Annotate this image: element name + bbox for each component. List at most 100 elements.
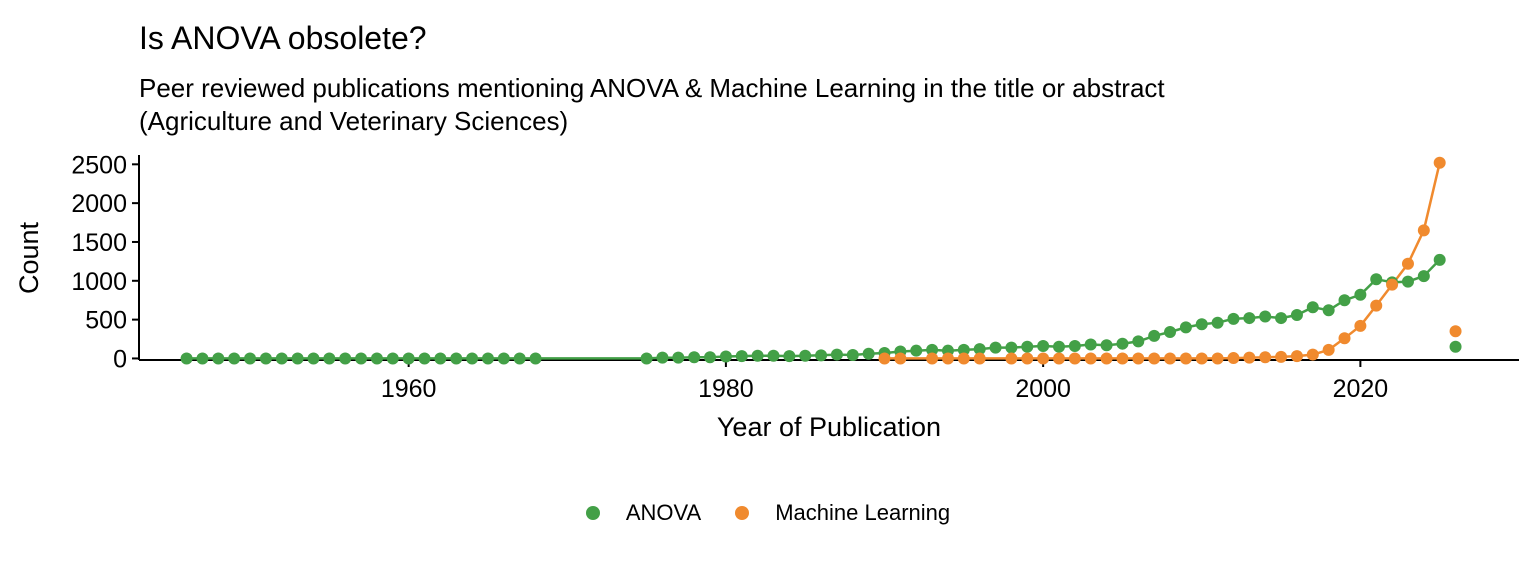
data-point-anova [1195, 318, 1208, 331]
data-point-anova [1290, 308, 1303, 321]
data-point-anova [291, 352, 304, 365]
data-point-anova [973, 343, 986, 356]
data-point-machine-learning [1084, 352, 1097, 365]
data-point-anova [1338, 294, 1351, 307]
data-point-machine-learning [1449, 325, 1462, 338]
data-point-anova [497, 352, 510, 365]
series-line-anova [186, 258, 1441, 360]
data-point-machine-learning [1053, 352, 1065, 365]
data-point-anova [957, 343, 970, 356]
data-point-machine-learning [1338, 332, 1351, 345]
y-tick-label: 1500 [71, 229, 127, 257]
data-point-machine-learning [1227, 352, 1240, 365]
data-point-machine-learning [1417, 224, 1430, 237]
data-point-machine-learning [1433, 156, 1446, 169]
data-point-anova [386, 352, 399, 365]
data-point-anova [656, 351, 669, 364]
data-point-machine-learning [973, 352, 986, 365]
data-point-anova [672, 351, 685, 364]
data-point-anova [1306, 301, 1319, 314]
y-tick-label: 0 [113, 345, 127, 373]
data-point-machine-learning [1116, 352, 1129, 365]
data-point-anova [355, 352, 368, 365]
data-point-anova [1322, 304, 1335, 317]
data-point-anova [1053, 340, 1065, 353]
data-point-anova [307, 352, 320, 365]
data-point-anova [1433, 253, 1446, 266]
data-point-anova [910, 344, 923, 357]
data-point-anova [259, 352, 272, 365]
x-tick-label: 2020 [1333, 375, 1389, 403]
legend-label-machine-learning: Machine Learning [775, 500, 951, 525]
data-point-machine-learning [1322, 343, 1335, 356]
data-point-anova [815, 349, 828, 362]
data-point-anova [830, 348, 843, 361]
data-point-anova [418, 352, 431, 365]
series-line-machine-learning [884, 162, 1441, 360]
data-point-anova [180, 352, 193, 365]
y-axis-label: Count [14, 221, 44, 294]
data-point-anova [735, 350, 748, 363]
data-point-anova [323, 352, 336, 365]
x-tick-label: 1960 [381, 375, 437, 403]
data-point-anova [1164, 326, 1177, 339]
data-point-anova [434, 352, 447, 365]
data-point-anova [1417, 270, 1430, 283]
data-point-machine-learning [1370, 299, 1383, 312]
data-point-anova [196, 352, 209, 365]
data-point-anova [1179, 321, 1192, 334]
legend: ANOVA Machine Learning [0, 500, 1536, 526]
data-point-anova [466, 352, 479, 365]
chart-title: Is ANOVA obsolete? [139, 20, 427, 56]
data-point-anova [513, 352, 526, 365]
data-point-machine-learning [1148, 352, 1161, 365]
data-point-anova [719, 350, 732, 363]
x-axis-label: Year of Publication [717, 412, 941, 442]
legend-item-anova: ANOVA [585, 500, 702, 526]
data-point-machine-learning [1132, 352, 1145, 365]
data-point-anova [228, 352, 241, 365]
data-point-anova [688, 351, 701, 364]
y-tick-label: 2500 [71, 151, 127, 179]
y-tick-label: 500 [85, 307, 127, 335]
data-point-anova [1084, 338, 1097, 351]
data-point-anova [783, 350, 796, 363]
data-point-machine-learning [1275, 350, 1288, 363]
data-point-anova [212, 352, 225, 365]
x-tick-label: 2000 [1015, 375, 1071, 403]
x-tick-label: 1980 [698, 375, 754, 403]
data-point-anova [1243, 312, 1256, 325]
y-tick-label: 2000 [71, 190, 127, 218]
data-point-machine-learning [894, 352, 907, 365]
data-point-anova [799, 349, 812, 362]
data-point-machine-learning [1037, 352, 1050, 365]
data-point-anova [1401, 275, 1414, 288]
data-point-anova [370, 352, 383, 365]
data-point-machine-learning [1243, 351, 1256, 364]
data-point-anova [402, 352, 415, 365]
data-point-anova [926, 343, 939, 356]
data-point-anova [862, 347, 875, 360]
y-tick-label: 1000 [71, 268, 127, 296]
data-point-anova [640, 352, 653, 365]
data-point-anova [1354, 288, 1367, 301]
data-point-anova [450, 352, 463, 365]
data-point-machine-learning [1068, 352, 1081, 365]
data-point-anova [1227, 312, 1240, 325]
chart-subtitle: Peer reviewed publications mentioning AN… [139, 73, 1165, 136]
data-point-machine-learning [1179, 352, 1192, 365]
data-point-machine-learning [1290, 350, 1303, 363]
data-point-anova [1037, 340, 1050, 353]
data-point-anova [1449, 340, 1462, 353]
data-point-anova [846, 348, 859, 361]
chart-plot: 1960 1980 2000 2020 0 500 1000 1500 2000 2500 Yea… [14, 151, 1519, 442]
data-point-machine-learning [1211, 352, 1224, 365]
data-point-anova [339, 352, 352, 365]
data-point-anova [1211, 316, 1224, 329]
data-point-machine-learning [1195, 352, 1208, 365]
data-point-anova [1259, 310, 1272, 323]
data-point-anova [1021, 340, 1034, 353]
legend-label-anova: ANOVA [625, 500, 702, 525]
data-point-machine-learning [1021, 352, 1034, 365]
data-point-anova [529, 352, 542, 365]
